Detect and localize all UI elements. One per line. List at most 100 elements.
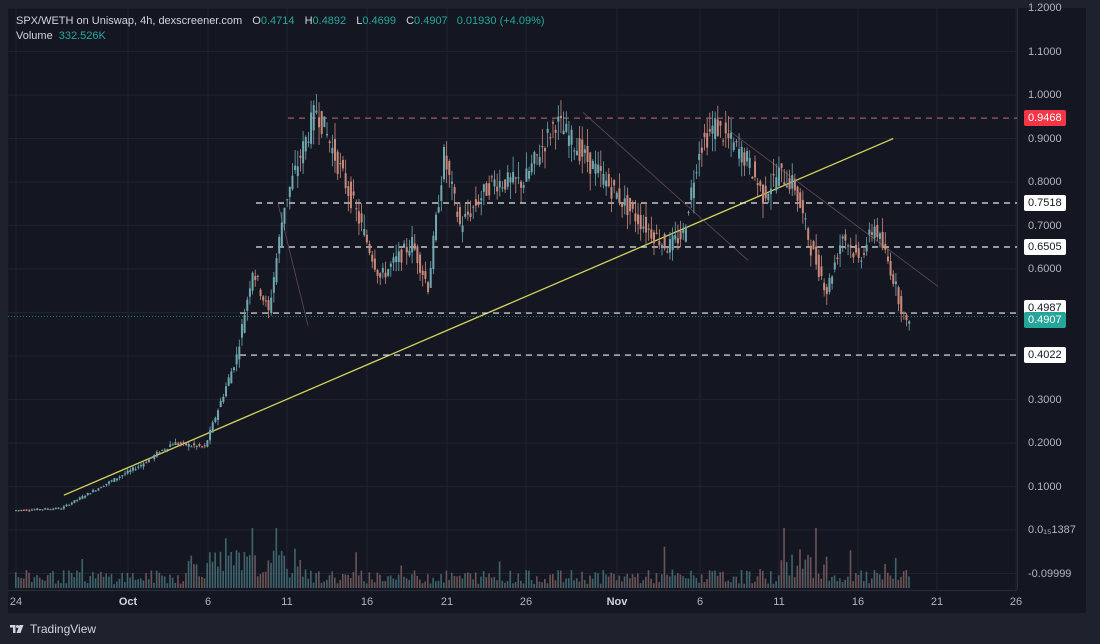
volume-bar bbox=[578, 581, 581, 588]
volume-bar bbox=[714, 570, 716, 588]
candle-body bbox=[28, 510, 31, 512]
volume-bar bbox=[49, 572, 52, 588]
candle-body bbox=[419, 254, 422, 273]
candle-body bbox=[405, 246, 408, 253]
candle-body bbox=[299, 155, 302, 158]
candle-body bbox=[671, 235, 674, 251]
volume-bar bbox=[190, 555, 193, 588]
time-tick: 16 bbox=[851, 596, 865, 608]
volume-bar bbox=[509, 570, 512, 588]
volume-bar bbox=[567, 578, 570, 588]
candle-body bbox=[187, 444, 190, 447]
volume-bar bbox=[17, 577, 20, 588]
candle-body bbox=[131, 467, 134, 471]
chart-canvas[interactable] bbox=[8, 8, 1086, 613]
volume-bar bbox=[860, 570, 862, 588]
volume-bar bbox=[392, 578, 395, 588]
candle-body bbox=[373, 258, 376, 270]
time-tick: 11 bbox=[281, 596, 293, 608]
candle-body bbox=[791, 175, 794, 189]
volume-bar bbox=[777, 575, 780, 588]
volume-bar bbox=[206, 562, 208, 588]
volume-bar bbox=[461, 578, 464, 588]
volume-bar bbox=[634, 576, 636, 588]
volume-bar bbox=[719, 572, 722, 588]
volume-bar bbox=[185, 573, 187, 588]
candle-body bbox=[873, 226, 876, 239]
candle-body bbox=[190, 446, 193, 448]
candle-body bbox=[376, 270, 379, 276]
price-level-badge: 0.4907 bbox=[1024, 311, 1066, 328]
candle-body bbox=[836, 257, 839, 259]
volume-bar bbox=[772, 583, 775, 588]
candle-body bbox=[589, 152, 592, 174]
candle-body bbox=[841, 236, 844, 239]
volume-bar bbox=[203, 578, 206, 588]
candle-body bbox=[251, 272, 254, 291]
volume-bar bbox=[360, 570, 363, 588]
volume-bar bbox=[477, 583, 480, 588]
volume-bar bbox=[546, 583, 549, 588]
candle-body bbox=[732, 142, 735, 151]
volume-bar bbox=[209, 552, 211, 588]
volume-bar bbox=[905, 570, 908, 588]
tradingview-attribution[interactable]: TradingView bbox=[10, 622, 96, 636]
volume-bar bbox=[142, 580, 145, 588]
candle-body bbox=[139, 464, 142, 467]
candle-body bbox=[482, 184, 485, 192]
candle-body bbox=[905, 314, 908, 321]
candle-body bbox=[501, 187, 504, 189]
volume-bar bbox=[679, 574, 682, 588]
candle-body bbox=[384, 272, 387, 278]
candle-body bbox=[804, 218, 807, 220]
price-tick: 1.2000 bbox=[1028, 2, 1062, 14]
candle-body bbox=[458, 207, 461, 225]
volume-bar bbox=[724, 581, 727, 588]
candle-body bbox=[852, 253, 855, 258]
volume-bar bbox=[416, 575, 419, 588]
time-axis[interactable]: 24 Oct 6 11 16 21 26 Nov 6 11 16 21 26 bbox=[8, 590, 1022, 614]
candle-body bbox=[764, 185, 767, 199]
candle-body bbox=[211, 422, 214, 433]
volume-bar bbox=[349, 578, 352, 588]
candle-body bbox=[113, 478, 116, 482]
low-value: 0.4699 bbox=[362, 15, 397, 27]
trendline bbox=[63, 137, 894, 496]
candle-body bbox=[326, 134, 329, 136]
volume-bar bbox=[419, 579, 421, 588]
volume-bar bbox=[597, 573, 599, 588]
volume-bar bbox=[121, 572, 123, 588]
volume-bar bbox=[767, 583, 769, 588]
volume-bar bbox=[653, 583, 655, 588]
volume-bar bbox=[286, 568, 288, 588]
volume-bar bbox=[118, 578, 121, 588]
candle-body bbox=[209, 429, 212, 441]
candle-body bbox=[761, 184, 764, 204]
candle-body bbox=[22, 509, 25, 511]
candle-body bbox=[889, 260, 892, 276]
candle-body bbox=[142, 463, 145, 467]
price-tick: 0.0₁₅1387 bbox=[1028, 524, 1076, 536]
volume-bar bbox=[485, 577, 488, 588]
candle-body bbox=[413, 243, 416, 250]
candle-body bbox=[490, 176, 493, 178]
volume-bar bbox=[799, 549, 801, 588]
candle-body bbox=[815, 246, 818, 265]
volume-bar bbox=[153, 582, 155, 588]
volume-bar bbox=[570, 570, 573, 588]
volume-bar bbox=[174, 582, 177, 588]
candle-body bbox=[549, 137, 552, 139]
candle-body bbox=[349, 181, 352, 209]
candle-body bbox=[860, 260, 863, 262]
candle-body bbox=[706, 133, 709, 148]
candle-body bbox=[217, 410, 220, 420]
volume-bar bbox=[315, 573, 317, 588]
volume-bar bbox=[746, 570, 748, 588]
volume-bar bbox=[878, 574, 881, 588]
candle-body bbox=[235, 354, 238, 365]
price-axis[interactable]: 1.2000 1.1000 1.0000 0.9000 0.8000 0.7000 0.60… bbox=[1017, 2, 1087, 590]
volume-bar bbox=[381, 581, 384, 588]
volume-bar bbox=[825, 556, 828, 588]
volume-bar bbox=[525, 570, 527, 588]
candle-body bbox=[679, 230, 682, 240]
